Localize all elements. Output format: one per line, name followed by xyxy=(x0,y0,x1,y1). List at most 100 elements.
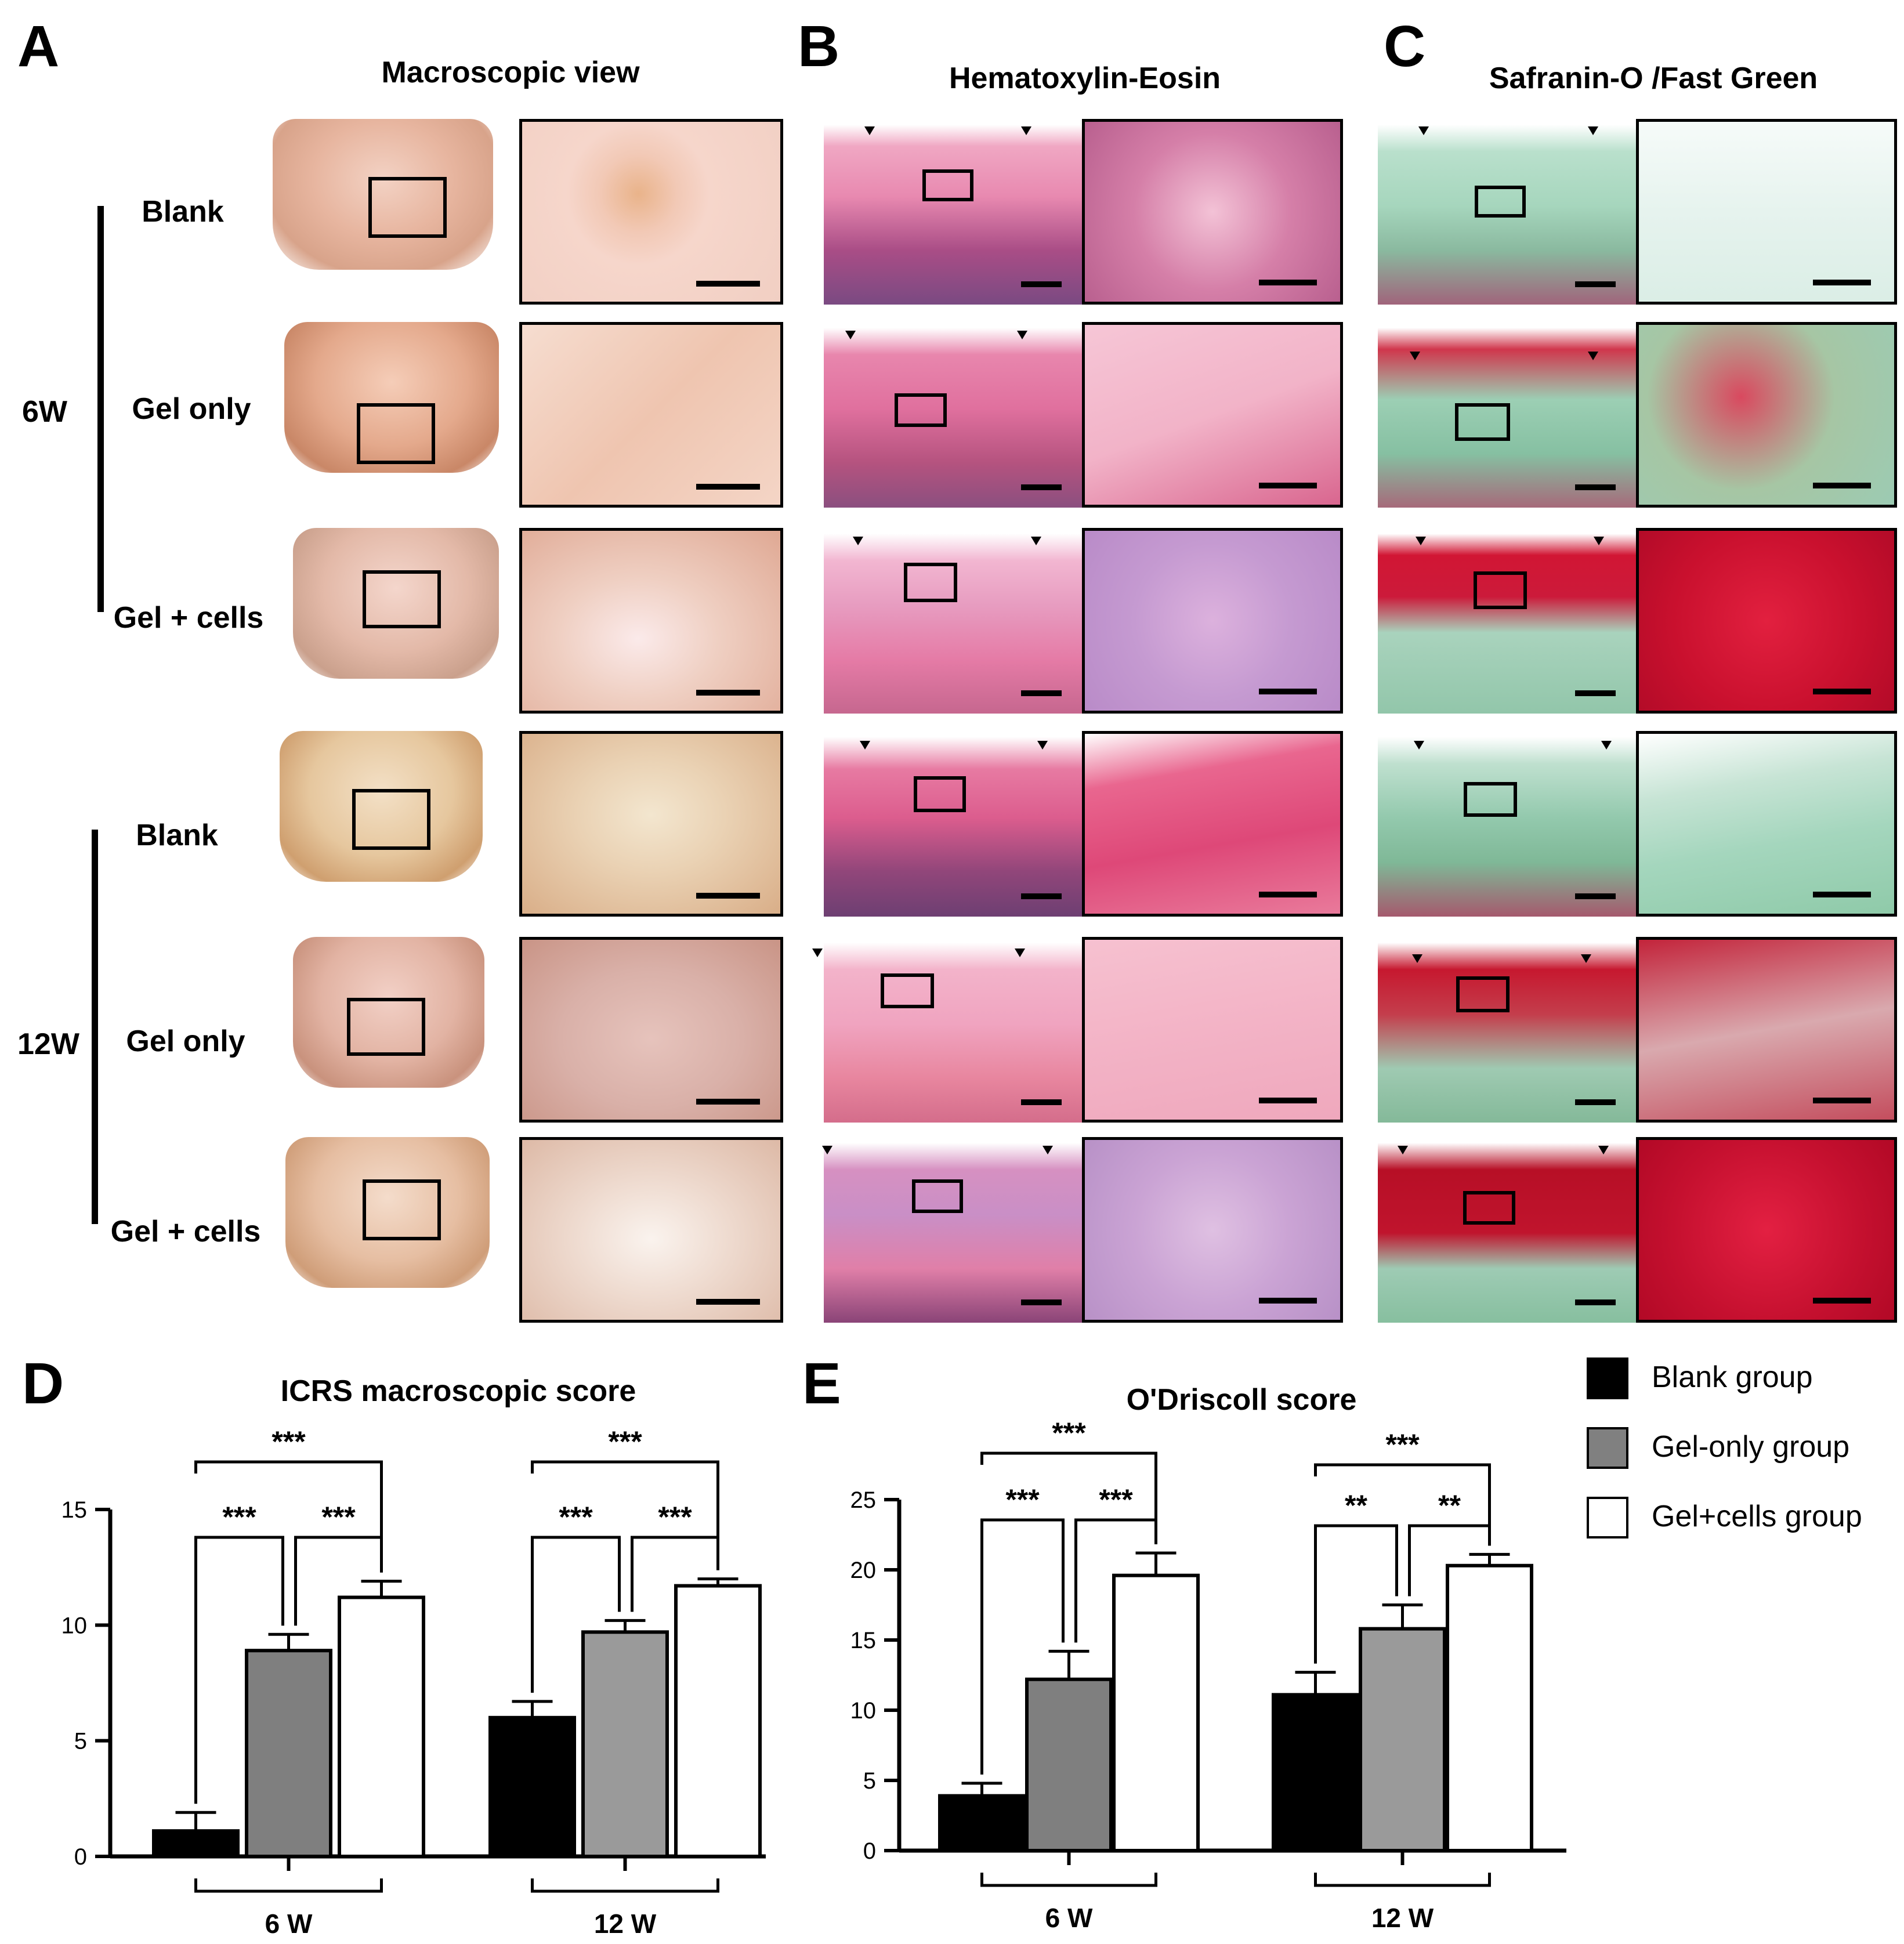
significance-bracket xyxy=(1074,1518,1157,1643)
significance-bracket xyxy=(194,1536,284,1804)
arrowhead-icon xyxy=(1416,537,1426,545)
row-label-12w-gel-cells: Gel + cells xyxy=(110,1215,261,1248)
legend-item-blank: Blank group xyxy=(1587,1357,1877,1404)
roi-box-he-6w-gel-only xyxy=(895,393,947,427)
legend-swatch-gel-only xyxy=(1587,1427,1628,1469)
scale-bar xyxy=(1021,281,1062,287)
bar-gel-cells-group-12w xyxy=(674,1584,762,1858)
he-zoom-6w-gel-cells xyxy=(1082,528,1343,714)
significance-label: *** xyxy=(658,1501,692,1533)
bar-gel-cells-group-6w xyxy=(338,1595,425,1858)
arrowhead-icon xyxy=(1581,954,1591,963)
significance-label: *** xyxy=(222,1501,256,1533)
scale-bar xyxy=(1575,690,1616,696)
macro-photo-6w-gel-only xyxy=(284,322,499,473)
y-tick-label: 25 xyxy=(850,1487,877,1513)
legend-label-gel-cells: Gel+cells group xyxy=(1652,1500,1862,1533)
y-tick-label: 10 xyxy=(850,1698,877,1724)
arrowhead-icon xyxy=(864,126,875,135)
scale-bar xyxy=(1021,690,1062,696)
roi-box-macro-12w-blank xyxy=(352,789,430,850)
scale-bar xyxy=(1575,484,1616,490)
arrowhead-icon xyxy=(1015,949,1025,957)
y-tick-label: 0 xyxy=(74,1844,87,1870)
y-tick-label: 0 xyxy=(863,1838,876,1864)
panel-letter-a: A xyxy=(17,14,60,79)
significance-bracket xyxy=(194,1460,383,1573)
arrowhead-icon xyxy=(822,1146,832,1154)
safranin-zoom-6w-gel-cells xyxy=(1636,528,1897,714)
roi-box-safranin-6w-gel-cells xyxy=(1474,571,1527,609)
scale-bar xyxy=(1259,1098,1317,1103)
scale-bar xyxy=(1813,483,1871,488)
he-zoom-6w-blank xyxy=(1082,119,1343,305)
macro-photo-6w-blank xyxy=(273,119,493,270)
arrowhead-icon xyxy=(812,949,823,957)
chart-odriscoll: O'Driscoll score 0 5 10 15 20 25 6 W *** *** *** 12… xyxy=(850,1383,1566,1933)
bar-gel-cells-group-6w xyxy=(1112,1573,1200,1852)
scale-bar xyxy=(1813,280,1871,285)
panel-letter-d: D xyxy=(22,1351,64,1416)
scale-bar xyxy=(1575,281,1616,287)
macro-zoom-6w-gel-cells xyxy=(519,528,783,714)
scale-bar xyxy=(1021,893,1062,899)
row-label-6w-blank: Blank xyxy=(142,195,224,229)
scale-bar xyxy=(1259,483,1317,488)
macro-zoom-6w-gel-only xyxy=(519,322,783,508)
y-tick-label: 10 xyxy=(61,1613,88,1638)
roi-box-macro-6w-gel-cells xyxy=(363,570,441,628)
chart-title-icrs: ICRS macroscopic score xyxy=(281,1374,636,1408)
roi-box-he-12w-blank xyxy=(914,776,966,812)
chart-title-odriscoll: O'Driscoll score xyxy=(1127,1383,1357,1417)
arrowhead-icon xyxy=(1588,352,1598,360)
legend-label-blank: Blank group xyxy=(1652,1360,1813,1394)
arrowhead-icon xyxy=(1017,331,1027,339)
bar-gel-only-group-12w xyxy=(1359,1627,1446,1852)
significance-bracket xyxy=(980,1451,1157,1544)
arrowhead-icon xyxy=(1594,537,1604,545)
scale-bar xyxy=(696,893,760,899)
safranin-zoom-12w-gel-cells xyxy=(1636,1137,1897,1323)
legend-swatch-blank xyxy=(1587,1357,1628,1399)
scale-bar xyxy=(1813,1098,1871,1103)
significance-label: ** xyxy=(1438,1489,1461,1522)
he-overview-12w-gel-only xyxy=(824,943,1082,1123)
y-tick-label: 15 xyxy=(61,1497,88,1523)
arrowhead-icon xyxy=(1410,352,1420,360)
row-label-6w-gel-cells: Gel + cells xyxy=(113,601,264,635)
significance-label: *** xyxy=(608,1425,642,1458)
time-bar-12w xyxy=(92,830,98,1224)
bar-blank-group-6w xyxy=(938,1794,1026,1852)
macro-zoom-12w-gel-only xyxy=(519,937,783,1123)
row-label-12w-gel-only: Gel only xyxy=(126,1025,245,1058)
column-title-safranin: Safranin-O /Fast Green xyxy=(1489,61,1818,95)
scale-bar xyxy=(1259,892,1317,897)
scale-bar xyxy=(696,1299,760,1305)
time-bar-6w xyxy=(97,206,104,612)
group-bracket xyxy=(194,1878,383,1893)
scale-bar xyxy=(1021,1299,1062,1305)
bar-gel-cells-group-12w xyxy=(1446,1563,1533,1852)
significance-label: *** xyxy=(272,1425,306,1458)
macro-photo-6w-gel-cells xyxy=(293,528,499,679)
significance-label: *** xyxy=(1005,1483,1040,1516)
significance-label: *** xyxy=(321,1501,356,1533)
arrowhead-icon xyxy=(1398,1146,1408,1154)
scale-bar xyxy=(1813,892,1871,897)
roi-box-macro-6w-gel-only xyxy=(357,403,435,464)
row-label-6w-gel-only: Gel only xyxy=(132,392,251,426)
macro-photo-12w-gel-only xyxy=(293,937,484,1088)
significance-label: *** xyxy=(559,1501,593,1533)
scale-bar xyxy=(1575,1099,1616,1105)
arrowhead-icon xyxy=(1043,1146,1053,1154)
arrowhead-icon xyxy=(1412,954,1422,963)
significance-bracket xyxy=(980,1518,1065,1775)
scale-bar xyxy=(1021,484,1062,490)
scale-bar xyxy=(1259,1298,1317,1304)
scale-bar xyxy=(1813,1298,1871,1304)
roi-box-he-12w-gel-cells xyxy=(912,1179,963,1213)
chart-icrs: ICRS macroscopic score 0 5 10 15 6 W *** *** ***… xyxy=(61,1374,766,1939)
arrowhead-icon xyxy=(853,537,863,545)
significance-bracket xyxy=(1408,1524,1491,1597)
bar-blank-group-6w xyxy=(152,1829,240,1858)
